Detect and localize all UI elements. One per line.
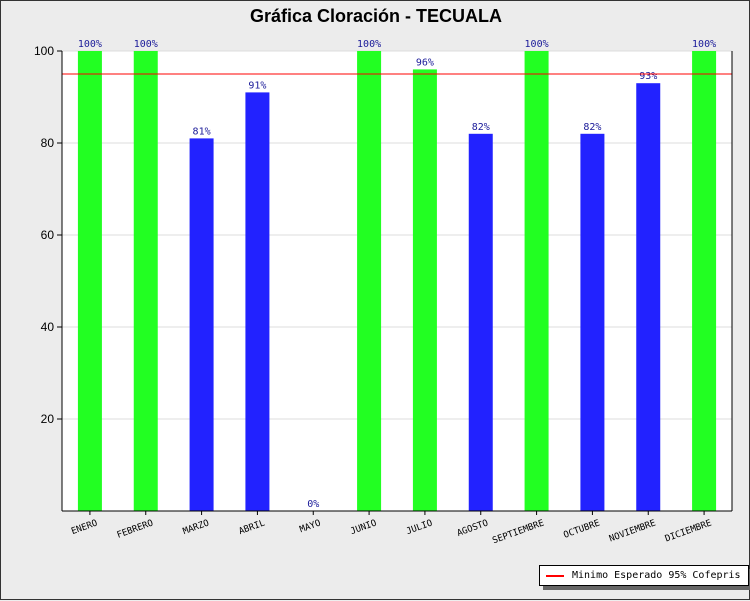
- bar-marzo: [189, 138, 214, 511]
- data-label: 93%: [639, 71, 657, 82]
- data-label: 96%: [416, 57, 434, 68]
- y-tick-label: 80: [41, 136, 55, 150]
- data-label: 81%: [193, 126, 211, 137]
- x-tick-label: AGOSTO: [456, 518, 490, 539]
- x-tick-label: ENERO: [70, 518, 99, 537]
- bar-noviembre: [636, 83, 661, 511]
- bar-junio: [357, 51, 382, 511]
- x-tick-label: JUNIO: [349, 518, 378, 537]
- y-tick-label: 40: [41, 320, 55, 334]
- plot-area: [62, 51, 732, 511]
- data-label: 100%: [357, 39, 381, 50]
- x-tick-label: MARZO: [182, 518, 211, 537]
- bar-enero: [77, 51, 102, 511]
- bar-abril: [245, 92, 270, 512]
- x-tick-label: SEPTIEMBRE: [491, 518, 545, 546]
- x-tick-label: JULIO: [405, 518, 434, 537]
- legend-label: Minimo Esperado 95% Cofepris: [572, 570, 741, 581]
- bar-septiembre: [524, 51, 549, 511]
- data-label: 100%: [78, 39, 102, 50]
- x-tick-label: FEBRERO: [116, 518, 155, 540]
- data-label: 100%: [525, 39, 549, 50]
- y-tick-label: 60: [41, 228, 55, 242]
- data-label: 100%: [134, 39, 158, 50]
- x-tick-label: NOVIEMBRE: [608, 518, 657, 544]
- x-tick-label: OCTUBRE: [562, 518, 601, 540]
- data-label: 0%: [307, 499, 319, 510]
- x-tick-label: DICIEMBRE: [664, 518, 713, 544]
- x-tick-label: ABRIL: [238, 518, 267, 537]
- bar-agosto: [468, 133, 493, 512]
- bar-julio: [412, 69, 437, 512]
- legend-line-swatch: [546, 574, 564, 577]
- data-label: 100%: [692, 39, 716, 50]
- bar-febrero: [133, 51, 158, 511]
- y-tick-label: 100: [34, 44, 54, 58]
- data-label: 91%: [248, 80, 266, 91]
- data-label: 82%: [472, 122, 490, 133]
- legend: Minimo Esperado 95% Cofepris: [539, 565, 749, 586]
- data-label: 82%: [583, 122, 601, 133]
- chart-title: Gráfica Cloración - TECUALA: [250, 6, 502, 26]
- bar-octubre: [580, 133, 605, 512]
- y-tick-label: 20: [41, 412, 55, 426]
- x-tick-label: MAYO: [298, 518, 322, 535]
- bar-diciembre: [692, 51, 717, 511]
